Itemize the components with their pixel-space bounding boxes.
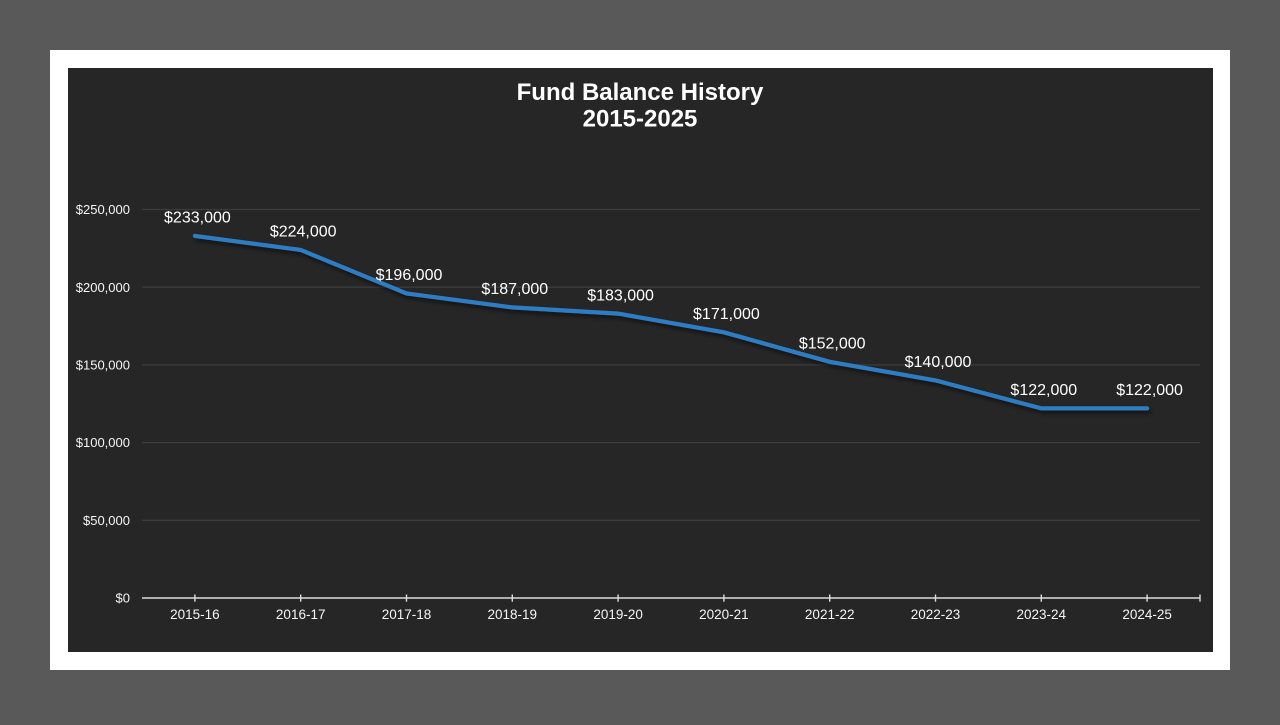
svg-text:$122,000: $122,000	[1116, 382, 1183, 399]
svg-text:$183,000: $183,000	[587, 287, 654, 304]
svg-text:$171,000: $171,000	[693, 306, 760, 323]
svg-text:$250,000: $250,000	[76, 202, 130, 217]
svg-text:2018-19: 2018-19	[488, 607, 538, 622]
svg-text:$0: $0	[116, 591, 130, 606]
svg-text:$200,000: $200,000	[76, 280, 130, 295]
svg-text:$152,000: $152,000	[799, 336, 866, 353]
svg-text:$196,000: $196,000	[376, 267, 443, 284]
svg-text:Fund Balance History: Fund Balance History	[517, 79, 764, 106]
svg-text:2017-18: 2017-18	[382, 607, 432, 622]
svg-text:$140,000: $140,000	[905, 354, 972, 371]
svg-text:2022-23: 2022-23	[911, 607, 961, 622]
svg-text:2015-2025: 2015-2025	[583, 105, 698, 132]
svg-text:$233,000: $233,000	[164, 210, 231, 227]
svg-text:2021-22: 2021-22	[805, 607, 855, 622]
svg-text:2020-21: 2020-21	[699, 607, 749, 622]
svg-text:2023-24: 2023-24	[1017, 607, 1067, 622]
svg-text:2019-20: 2019-20	[593, 607, 643, 622]
svg-text:$100,000: $100,000	[76, 435, 130, 450]
svg-text:$224,000: $224,000	[270, 224, 337, 241]
svg-text:2016-17: 2016-17	[276, 607, 326, 622]
svg-text:2024-25: 2024-25	[1122, 607, 1172, 622]
svg-text:$50,000: $50,000	[83, 513, 130, 528]
svg-text:$122,000: $122,000	[1010, 382, 1077, 399]
svg-text:2015-16: 2015-16	[170, 607, 220, 622]
svg-text:$187,000: $187,000	[481, 281, 548, 298]
svg-text:$150,000: $150,000	[76, 358, 130, 373]
